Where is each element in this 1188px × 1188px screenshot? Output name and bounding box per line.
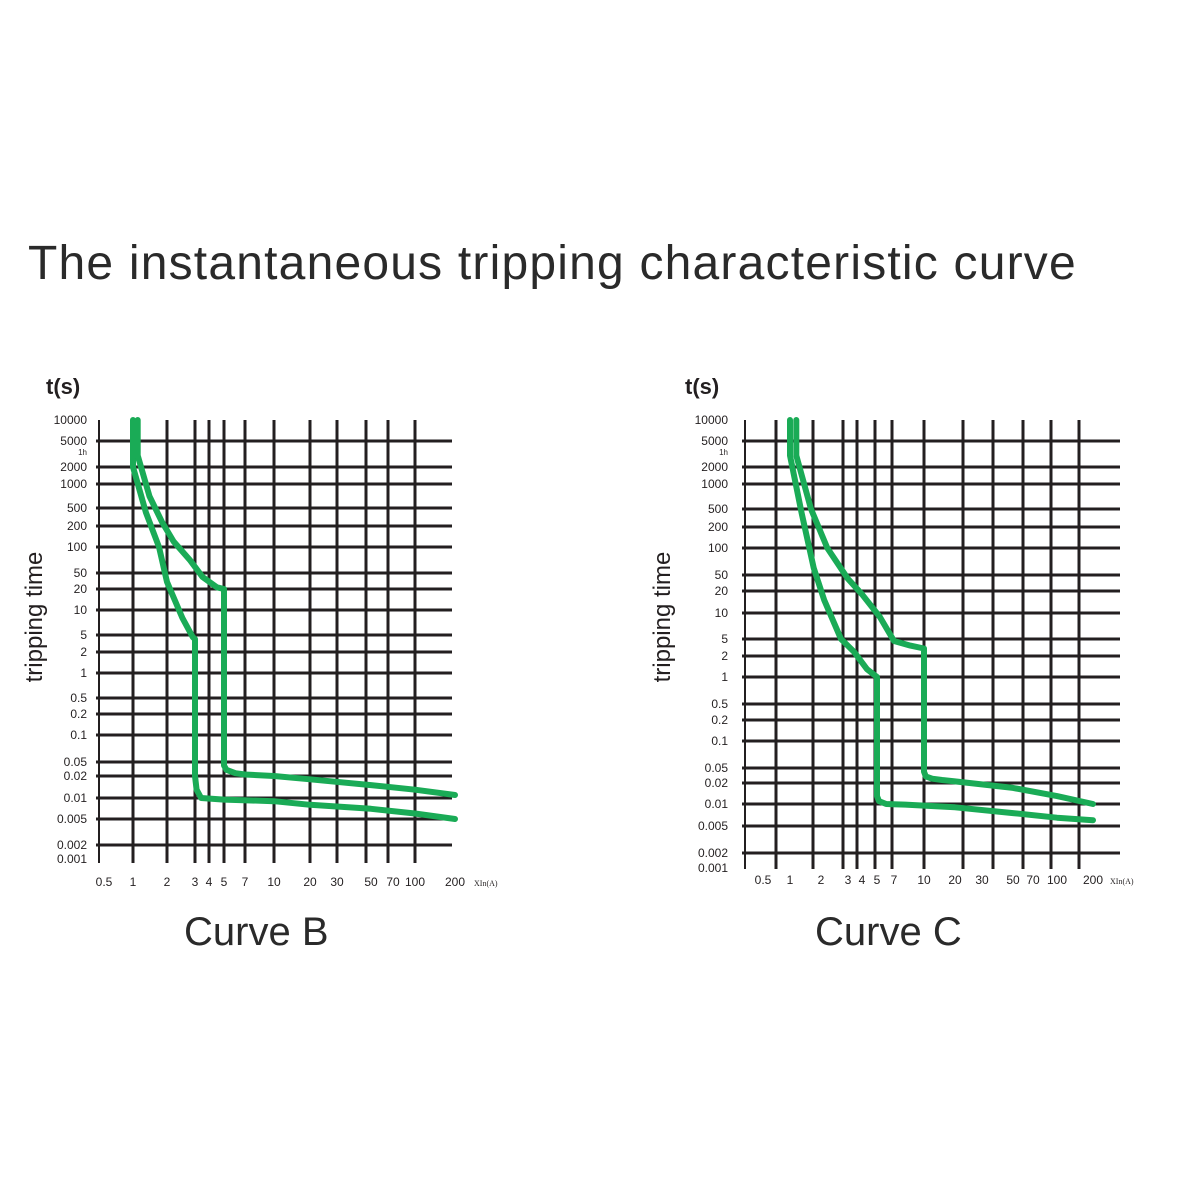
curve-b-x-tick-label: 3 <box>192 875 199 889</box>
curve-c-hour-mark: 1h <box>719 448 728 457</box>
curve-b-y-tick-label: 10000 <box>54 413 88 427</box>
curve-b-x-tick-label: 4 <box>206 875 213 889</box>
curve-b-y-tick-label: 2 <box>80 645 87 659</box>
curve-b-y-tick-label: 0.005 <box>57 812 87 826</box>
curve-c-y-tick-label: 0.2 <box>711 713 728 727</box>
curve-b-x-tick-label: 5 <box>221 875 228 889</box>
curve-c-y-unit-label: t(s) <box>685 374 719 399</box>
curve-c-y-tick-label: 5000 <box>701 434 728 448</box>
curve-b-y-tick-label: 1 <box>80 666 87 680</box>
curve-b-x-tick-label: 0.5 <box>96 875 113 889</box>
curve-c-x-tick-label: 70 <box>1026 873 1040 887</box>
curve-c-x-tick-label: 3 <box>845 873 852 887</box>
curve-b-hour-mark: 1h <box>78 448 87 457</box>
curve-c-x-tick-label: 30 <box>975 873 989 887</box>
curve-c-y-tick-label: 1 <box>721 670 728 684</box>
curve-c-y-tick-label: 2 <box>721 649 728 663</box>
curve-b-x-tick-label: 10 <box>267 875 281 889</box>
curve-c-y-tick-label: 0.01 <box>705 797 729 811</box>
curve-b-x-tick-label: 70 <box>386 875 400 889</box>
chart-caption-curve-c: Curve C <box>815 910 962 954</box>
curve-c-x-tick-label: 4 <box>859 873 866 887</box>
curve-b-y-tick-label: 10 <box>74 603 88 617</box>
curve-b-series-lower <box>130 417 458 822</box>
curve-c-x-tick-label: 10 <box>917 873 931 887</box>
curve-c-y-tick-label: 2000 <box>701 460 728 474</box>
curve-c-y-tick-label: 0.002 <box>698 846 728 860</box>
curve-b-y-tick-label: 100 <box>67 540 87 554</box>
curve-b-x-tick-label: 2 <box>164 875 171 889</box>
curve-c-x-tick-label: 0.5 <box>755 873 772 887</box>
curve-b-y-tick-label: 200 <box>67 519 87 533</box>
curve-c-y-tick-label: 20 <box>715 584 729 598</box>
curve-b-y-tick-label: 50 <box>74 566 88 580</box>
curve-b-x-tick-label: 50 <box>364 875 378 889</box>
curve-c-x-tick-label: 50 <box>1006 873 1020 887</box>
curve-b-y-tick-label: 500 <box>67 501 87 515</box>
curve-b-y-tick-label: 0.2 <box>70 707 87 721</box>
curve-b-y-tick-label: 0.5 <box>70 691 87 705</box>
curve-b-y-tick-label: 0.1 <box>70 728 87 742</box>
curve-c-x-tick-label: 200 <box>1083 873 1103 887</box>
curve-c-y-tick-label: 50 <box>715 568 729 582</box>
curve-b-y-unit-label: t(s) <box>46 374 80 399</box>
curve-c-y-tick-label: 0.02 <box>705 776 729 790</box>
curve-b-y-tick-label: 0.05 <box>64 755 88 769</box>
curve-b-x-tick-label: 200 <box>445 875 465 889</box>
curve-b-y-tick-label: 0.001 <box>57 852 87 866</box>
curve-b-x-tick-label: 100 <box>405 875 425 889</box>
curve-b-y-tick-label: 0.02 <box>64 769 88 783</box>
curve-c-y-tick-label: 0.5 <box>711 697 728 711</box>
curve-b-x-tick-label: 20 <box>303 875 317 889</box>
curve-c-y-tick-label: 100 <box>708 541 728 555</box>
curve-c-y-tick-label: 10 <box>715 606 729 620</box>
curve-b-y-tick-label: 0.01 <box>64 791 88 805</box>
curve-c-y-tick-label: 5 <box>721 632 728 646</box>
page-title: The instantaneous tripping characteristi… <box>28 237 1077 290</box>
curve-c-y-tick-label: 0.1 <box>711 734 728 748</box>
curve-b-y-tick-label: 2000 <box>60 460 87 474</box>
curve-b-x-tick-label: 30 <box>330 875 344 889</box>
curve-c-y-tick-label: 1000 <box>701 477 728 491</box>
curve-b-y-tick-label: 1000 <box>60 477 87 491</box>
curve-b-y-axis-label: tripping time <box>21 552 48 683</box>
curve-b-y-tick-label: 5000 <box>60 434 87 448</box>
curve-c-y-tick-label: 200 <box>708 520 728 534</box>
curve-b-y-tick-label: 0.002 <box>57 838 87 852</box>
curve-c-x-tick-label: 1 <box>787 873 794 887</box>
curve-b-x-axis-label: XIn(A) <box>474 879 498 888</box>
curve-c-x-tick-label: 5 <box>874 873 881 887</box>
chart-caption-curve-b: Curve B <box>184 910 329 954</box>
curve-c-x-tick-label: 20 <box>948 873 962 887</box>
curve-c-x-tick-label: 7 <box>891 873 898 887</box>
curve-c-y-tick-label: 0.05 <box>705 761 729 775</box>
curve-c-series-upper <box>793 417 1096 807</box>
curve-c-y-axis-label: tripping time <box>649 552 676 683</box>
curve-b-y-tick-label: 5 <box>80 628 87 642</box>
curve-b-y-tick-label: 20 <box>74 582 88 596</box>
curve-c-x-axis-label: XIn(A) <box>1110 877 1134 886</box>
curve-b-series-upper <box>134 417 458 798</box>
curve-c-y-tick-label: 0.005 <box>698 819 728 833</box>
curve-c-series-lower <box>787 417 1096 824</box>
curve-b-x-tick-label: 1 <box>130 875 137 889</box>
curve-c-y-tick-label: 500 <box>708 502 728 516</box>
curve-b-x-tick-label: 7 <box>242 875 249 889</box>
curve-c-y-tick-label: 0.001 <box>698 861 728 875</box>
curve-c-y-tick-label: 10000 <box>695 413 729 427</box>
curve-c-x-tick-label: 2 <box>818 873 825 887</box>
curve-c-x-tick-label: 100 <box>1047 873 1067 887</box>
